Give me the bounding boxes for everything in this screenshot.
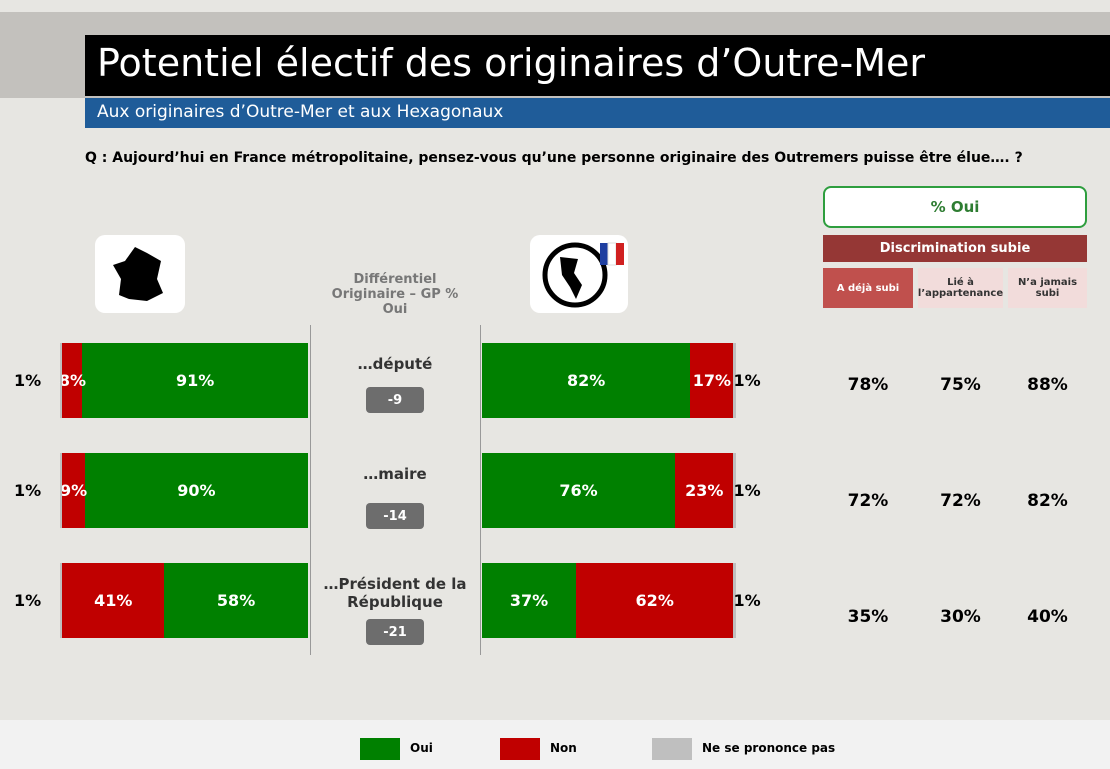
bar-segment xyxy=(733,343,736,418)
globe-icon xyxy=(530,235,628,313)
bar-segment xyxy=(733,453,736,528)
table-value: 35% xyxy=(847,607,889,627)
bar-segment xyxy=(62,343,83,418)
value-label: 76% xyxy=(559,481,598,500)
value-label: 1% xyxy=(733,591,761,610)
legend-swatch xyxy=(652,738,692,760)
value-label: 58% xyxy=(216,591,256,610)
bar-segment xyxy=(482,563,576,638)
column-header: A déjà subi xyxy=(823,268,913,308)
value-label: 1% xyxy=(14,481,42,500)
value-label: 9% xyxy=(60,481,88,500)
oui-header: % Oui xyxy=(823,186,1087,228)
table-value: 82% xyxy=(1027,491,1068,511)
table-value: 72% xyxy=(940,491,981,511)
value-label: 41% xyxy=(94,591,133,610)
value-label: 82% xyxy=(566,371,606,390)
separator xyxy=(310,325,311,655)
question: Q : Aujourd’hui en France métropolitaine… xyxy=(85,150,1023,166)
category-label: …député xyxy=(357,355,433,373)
column-header: Lié à l’appartenance xyxy=(918,268,1003,308)
legend-label: Oui xyxy=(410,741,433,755)
separator xyxy=(480,325,481,655)
bar-segment xyxy=(62,453,85,528)
legend-swatch xyxy=(360,738,400,760)
legend-label: Non xyxy=(550,741,577,755)
bar-segment xyxy=(575,563,734,638)
value-label: 37% xyxy=(509,591,549,610)
value-label: 91% xyxy=(176,371,215,390)
category-label: …Président de la République xyxy=(323,575,467,611)
table-value: 40% xyxy=(1027,607,1068,627)
value-label: 1% xyxy=(14,371,42,390)
bar-segment xyxy=(733,563,736,638)
value-label: 90% xyxy=(177,481,216,500)
table-value: 78% xyxy=(847,375,889,395)
bar-segment xyxy=(84,453,308,528)
table-value: 30% xyxy=(940,607,981,627)
column-header: N’a jamais subi xyxy=(1008,268,1087,308)
value-label: 23% xyxy=(685,481,724,500)
bar-segment xyxy=(482,453,676,528)
value-label: 17% xyxy=(692,371,731,390)
france-icon xyxy=(95,235,185,313)
value-label: 62% xyxy=(635,591,674,610)
bar-segment xyxy=(690,343,734,418)
bar-segment xyxy=(62,563,165,638)
table-value: 72% xyxy=(847,491,889,511)
table-value: 75% xyxy=(940,375,981,395)
bar-segment xyxy=(82,343,308,418)
value-label: 8% xyxy=(58,371,87,390)
differential-value: -21 xyxy=(366,619,424,645)
differential-value: -14 xyxy=(366,503,424,529)
bar-segment xyxy=(60,563,63,638)
differential-value: -9 xyxy=(366,387,424,413)
legend-swatch xyxy=(500,738,540,760)
value-label: 1% xyxy=(733,481,761,500)
subtitle: Aux originaires d’Outre-Mer et aux Hexag… xyxy=(85,98,1110,128)
value-label: 1% xyxy=(733,371,761,390)
legend-label: Ne se prononce pas xyxy=(702,741,836,755)
title: Potentiel électif des originaires d’Outr… xyxy=(85,35,1110,96)
bar-segment xyxy=(60,343,63,418)
legend-band xyxy=(0,720,1110,769)
value-label: 1% xyxy=(14,591,42,610)
bar-segment xyxy=(482,343,691,418)
group-header: Discrimination subie xyxy=(823,235,1087,262)
differential-header: Différentiel Originaire – GP % Oui xyxy=(331,272,459,317)
table-value: 88% xyxy=(1027,375,1068,395)
bar-segment xyxy=(60,453,63,528)
bar-segment xyxy=(675,453,734,528)
bar-segment xyxy=(164,563,308,638)
category-label: …maire xyxy=(363,465,427,483)
